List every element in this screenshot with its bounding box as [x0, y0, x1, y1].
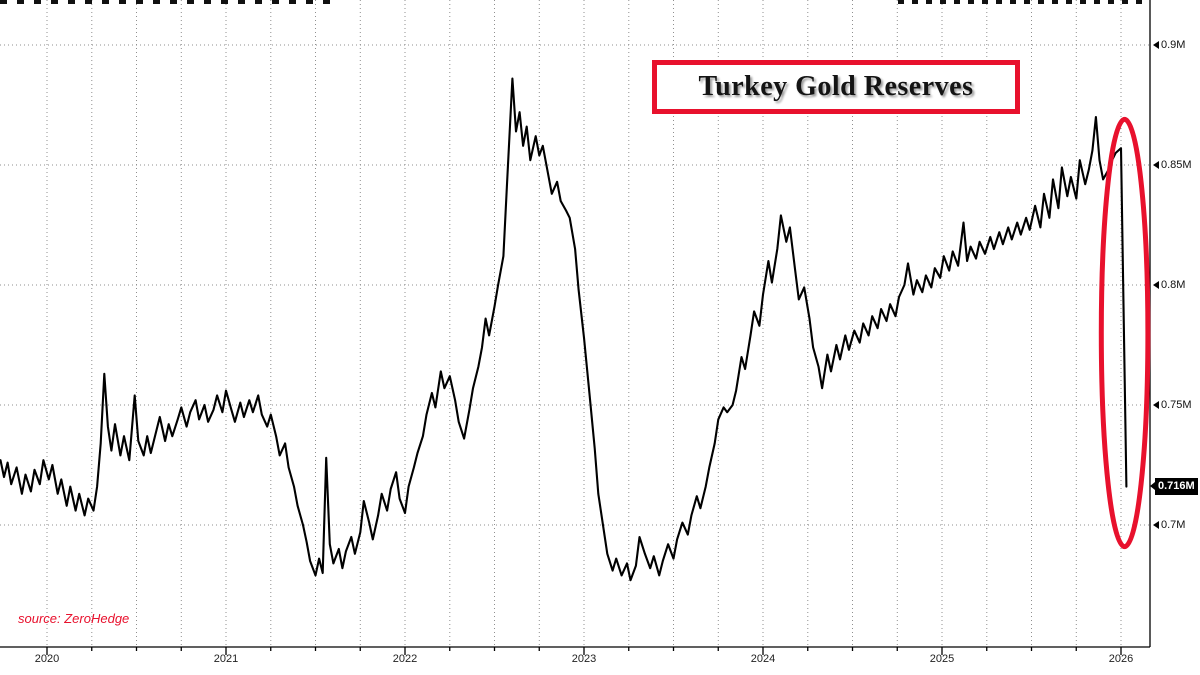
chart-title: Turkey Gold Reserves	[698, 71, 974, 102]
chart-title-box: Turkey Gold Reserves	[652, 60, 1020, 114]
cropped-header-fragments-right	[898, 0, 1146, 4]
cropped-header-fragments-left	[0, 0, 330, 4]
last-value-badge: 0.716M	[1150, 477, 1198, 495]
badge-notch-icon	[1150, 482, 1155, 491]
series-line	[0, 77, 1128, 582]
highlight-ellipse	[1098, 116, 1151, 550]
axes	[0, 0, 1151, 655]
source-credit: source: ZeroHedge	[18, 611, 130, 626]
last-value-label: 0.716M	[1155, 477, 1198, 495]
